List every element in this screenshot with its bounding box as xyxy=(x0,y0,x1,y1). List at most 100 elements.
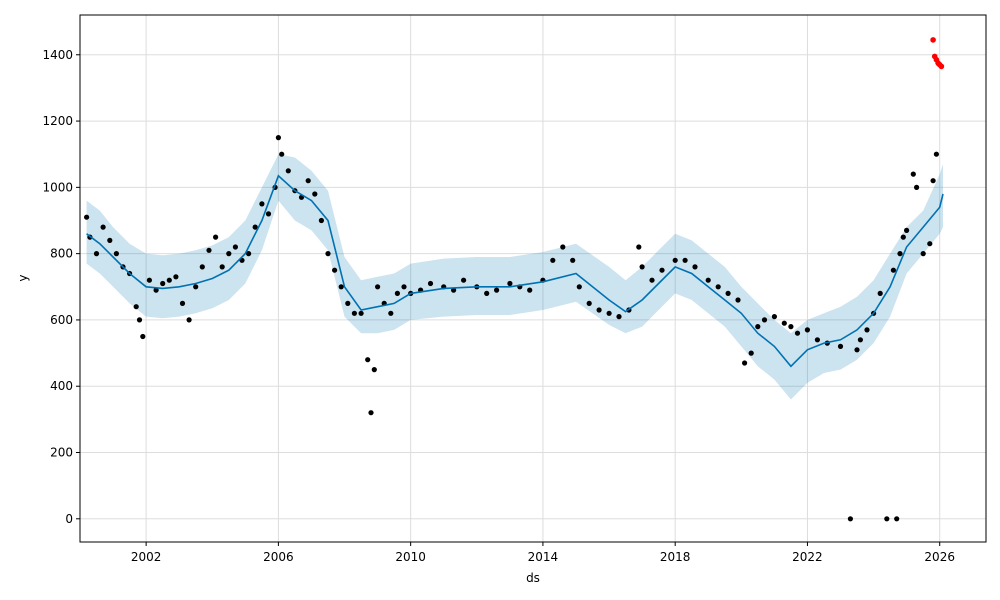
uncertainty-band xyxy=(86,154,944,400)
observed-point xyxy=(113,251,119,257)
observed-point xyxy=(586,300,592,306)
observed-point xyxy=(368,410,374,416)
observed-point xyxy=(639,264,645,270)
observed-point xyxy=(761,317,768,323)
observed-point xyxy=(570,257,576,263)
x-tick-label: 2002 xyxy=(131,550,162,564)
observed-point xyxy=(877,290,883,296)
observed-point xyxy=(259,201,265,207)
y-tick-label: 0 xyxy=(65,512,73,526)
observed-point xyxy=(285,168,291,174)
observed-point xyxy=(890,267,897,273)
observed-point xyxy=(672,257,678,263)
observed-point xyxy=(484,290,490,296)
observed-points-layer xyxy=(84,135,940,522)
observed-point xyxy=(193,284,199,290)
observed-point xyxy=(133,304,139,310)
observed-point xyxy=(358,310,364,316)
observed-point xyxy=(606,310,612,316)
observed-point xyxy=(748,350,754,356)
observed-point xyxy=(153,287,159,293)
observed-point xyxy=(933,151,940,157)
recent-points-layer xyxy=(930,37,945,70)
y-tick-label: 1000 xyxy=(42,180,73,194)
observed-point xyxy=(275,135,281,141)
observed-point xyxy=(146,277,152,283)
observed-point xyxy=(394,290,400,296)
observed-point xyxy=(781,320,787,326)
observed-point xyxy=(927,241,933,247)
observed-point xyxy=(279,151,285,157)
y-tick-label: 1400 xyxy=(42,48,73,62)
observed-point xyxy=(910,171,916,177)
observed-point xyxy=(550,257,556,263)
y-tick-label: 400 xyxy=(50,379,73,393)
observed-point xyxy=(332,267,338,273)
observed-point xyxy=(351,310,357,316)
x-tick-label: 2026 xyxy=(924,550,955,564)
x-tick-label: 2006 xyxy=(263,550,294,564)
observed-point xyxy=(100,224,106,230)
observed-point xyxy=(318,217,324,224)
observed-point xyxy=(345,300,351,306)
observed-point xyxy=(715,284,721,290)
x-axis-title: ds xyxy=(526,571,540,585)
observed-point xyxy=(213,234,219,240)
observed-point xyxy=(507,280,513,287)
observed-point xyxy=(375,284,381,290)
observed-point xyxy=(897,251,903,257)
observed-point xyxy=(305,178,311,184)
observed-point xyxy=(814,337,821,343)
recent-point xyxy=(938,63,945,70)
observed-point xyxy=(179,300,186,306)
y-tick-label: 200 xyxy=(50,446,73,460)
observed-point xyxy=(742,360,748,366)
y-tick-label: 600 xyxy=(50,313,73,327)
y-tick-label: 1200 xyxy=(42,114,73,128)
plot-frame xyxy=(79,14,987,543)
observed-point xyxy=(173,274,179,280)
observed-point xyxy=(894,516,900,522)
observed-point xyxy=(93,251,100,257)
x-tick-label: 2010 xyxy=(395,550,426,564)
observed-point xyxy=(847,516,854,522)
observed-point xyxy=(735,297,741,303)
y-tick-label: 800 xyxy=(50,247,73,261)
observed-point xyxy=(246,251,252,257)
observed-point xyxy=(788,324,794,330)
observed-point xyxy=(206,247,212,253)
observed-point xyxy=(226,251,232,257)
observed-point xyxy=(427,280,434,287)
observed-point xyxy=(904,227,910,233)
observed-point xyxy=(636,244,642,250)
observed-point xyxy=(864,327,870,333)
observed-point xyxy=(388,310,394,316)
observed-point xyxy=(252,224,258,230)
observed-point xyxy=(401,284,407,290)
observed-point xyxy=(837,343,844,349)
observed-point xyxy=(920,251,926,257)
recent-point xyxy=(930,37,936,43)
forecast-line-layer xyxy=(86,174,944,368)
x-tick-label: 2022 xyxy=(792,550,823,564)
x-tick-label: 2018 xyxy=(660,550,691,564)
observed-point xyxy=(371,367,377,373)
observed-point xyxy=(451,287,457,293)
observed-point xyxy=(854,347,860,353)
observed-point xyxy=(884,516,890,522)
observed-point xyxy=(755,324,761,330)
observed-point xyxy=(771,314,778,320)
observed-point xyxy=(219,264,225,270)
observed-point xyxy=(365,357,371,363)
observed-point xyxy=(166,277,172,283)
y-axis: 0 200 400 600 800 1000 1200 1400 xyxy=(42,48,80,526)
observed-point xyxy=(914,184,920,190)
observed-point xyxy=(140,333,146,340)
observed-point xyxy=(265,211,272,217)
observed-point xyxy=(527,287,533,293)
y-axis-title: y xyxy=(16,274,30,281)
observed-point xyxy=(325,251,331,257)
observed-point xyxy=(596,307,602,313)
observed-point xyxy=(659,267,665,273)
